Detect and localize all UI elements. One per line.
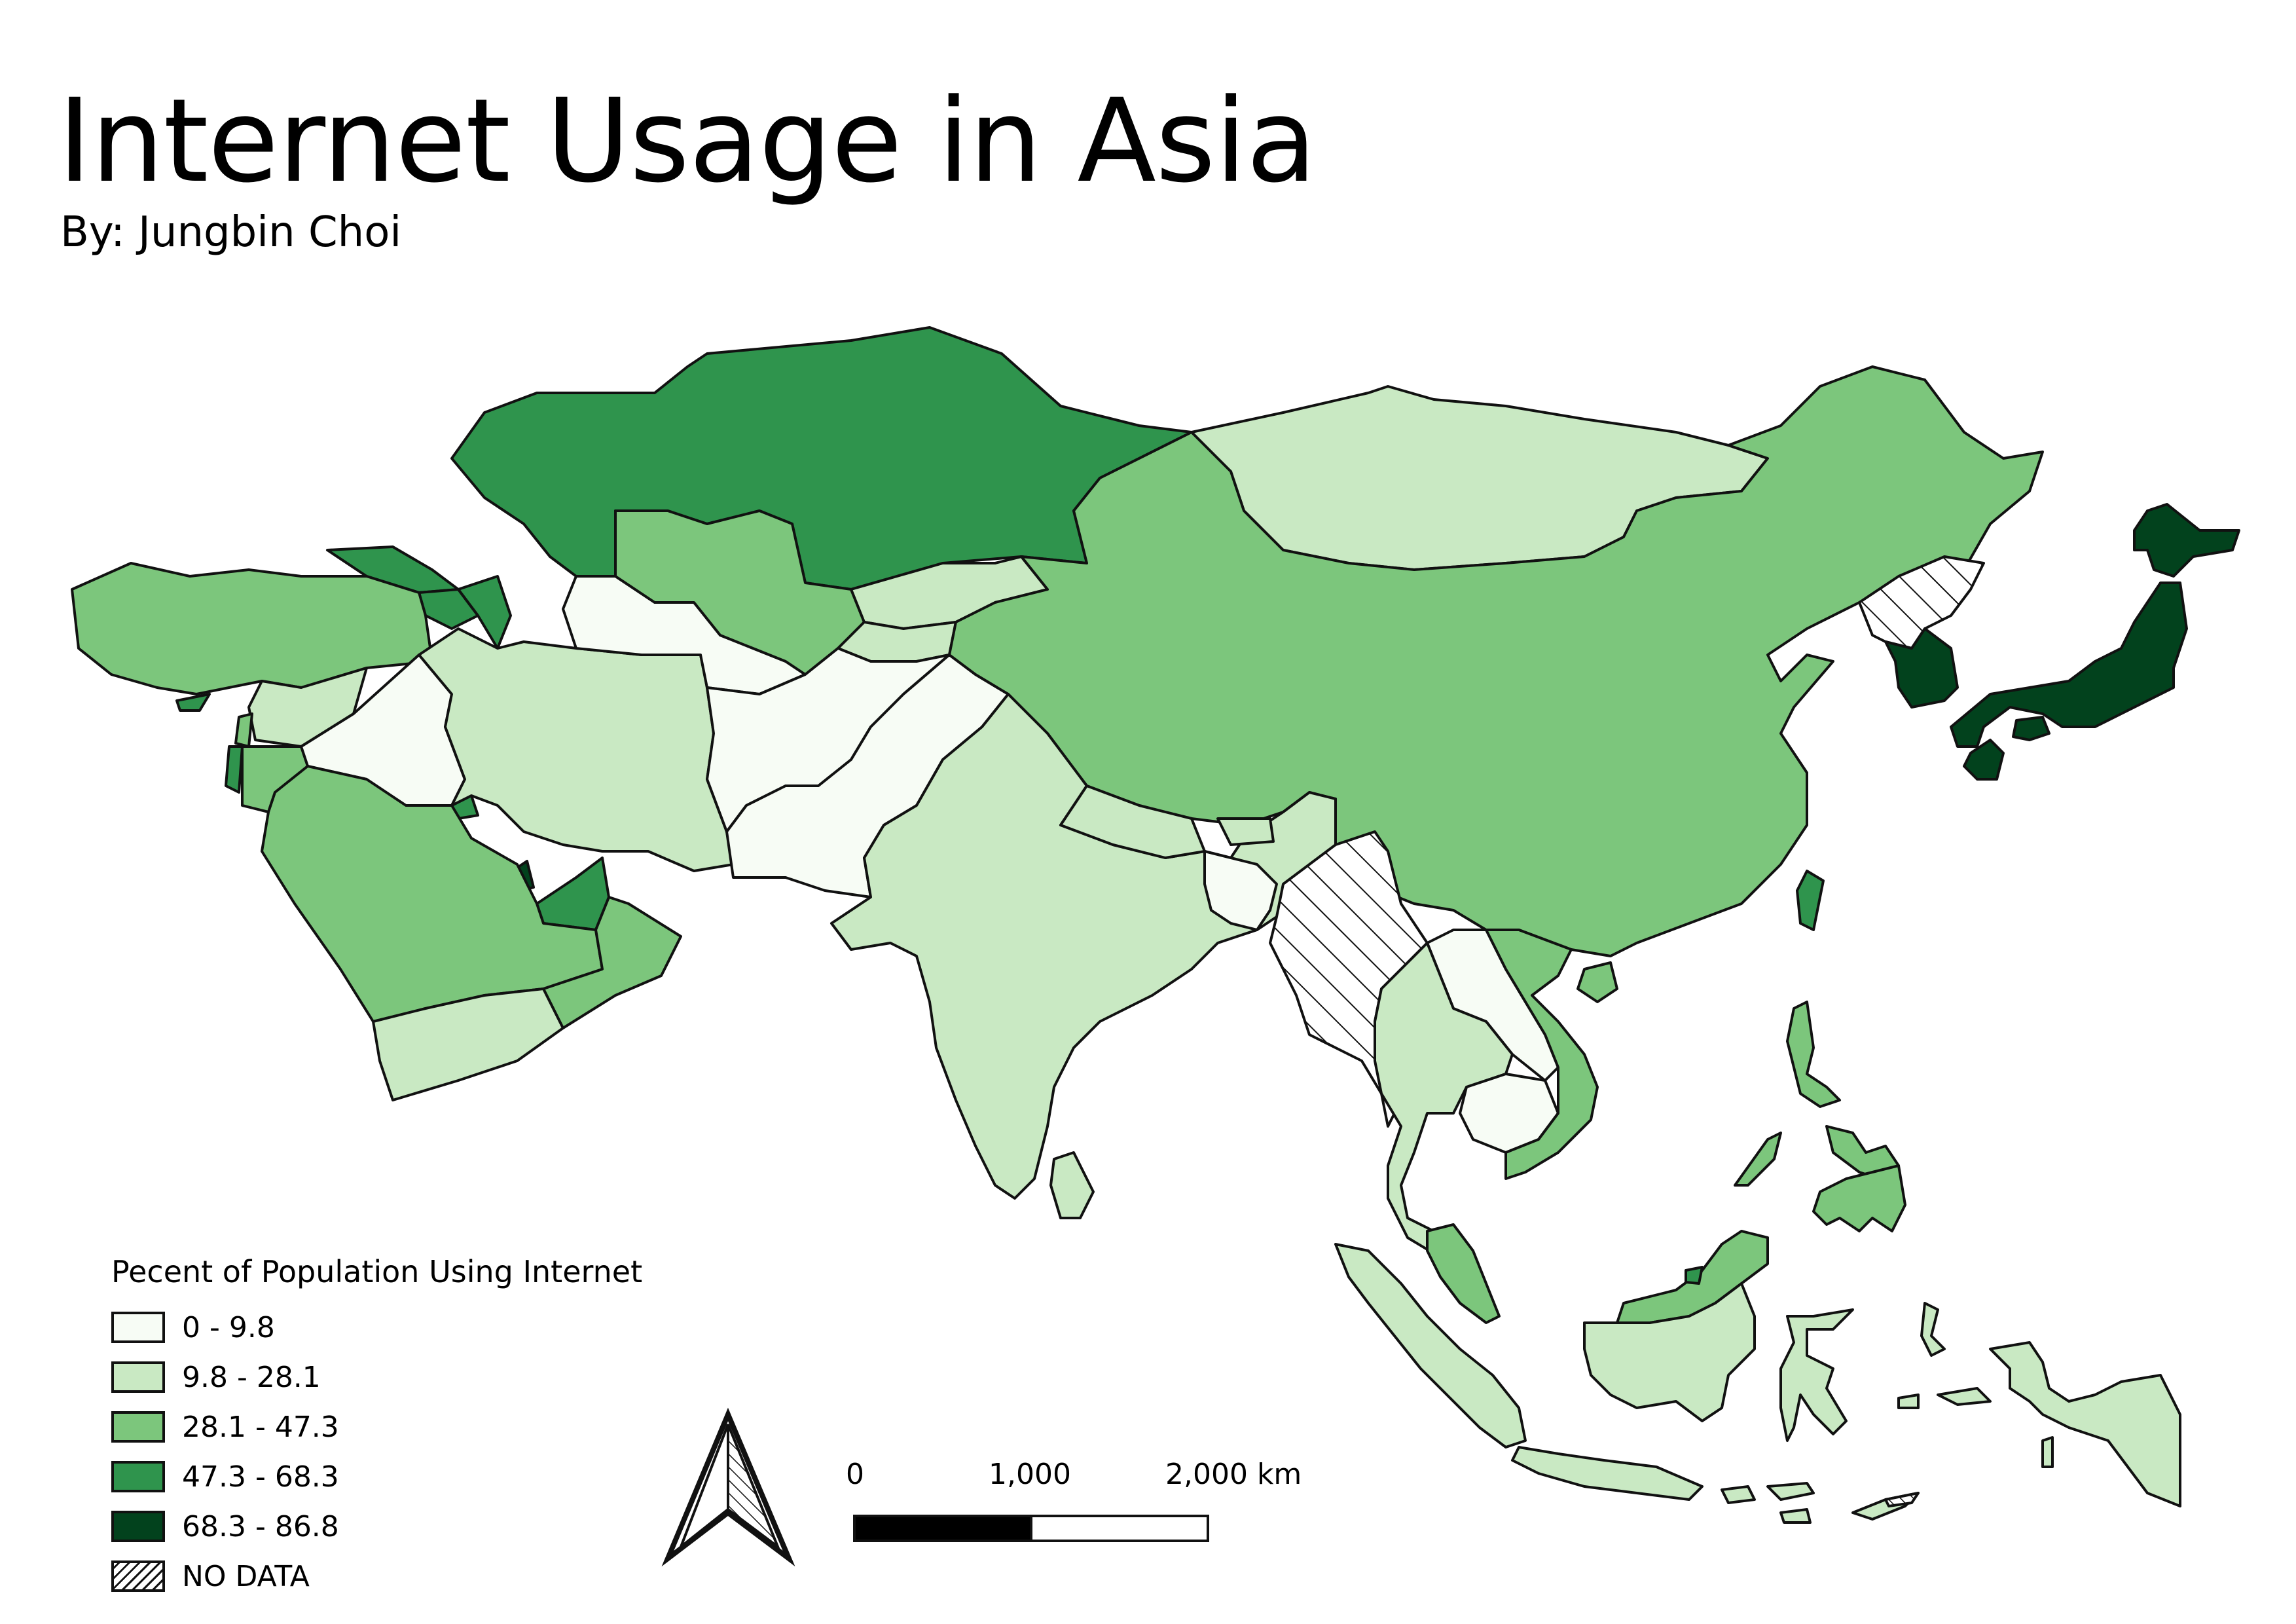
- legend-label: NO DATA: [182, 1559, 310, 1593]
- country-sri-lanka: [1049, 1151, 1095, 1219]
- country-indonesia-sumatra: [1334, 1243, 1527, 1449]
- country-indonesia-papua: [1989, 1341, 2181, 1507]
- country-bhutan: [1216, 817, 1275, 846]
- legend-swatch: [111, 1312, 165, 1343]
- country-indonesia-java: [1511, 1446, 1704, 1501]
- legend-title: Pecent of Population Using Internet: [111, 1254, 643, 1289]
- country-south-korea: [1884, 627, 1959, 709]
- country-vietnam: [1485, 929, 1599, 1180]
- legend-swatch-hatched: [111, 1560, 165, 1592]
- scale-bar-white-segment: [1030, 1515, 1209, 1542]
- scale-bar: [853, 1515, 1209, 1542]
- country-kazakhstan: [450, 326, 1193, 591]
- country-japan-honshu: [1950, 581, 2188, 748]
- legend-swatch: [111, 1461, 165, 1492]
- country-indonesia-buru: [1897, 1393, 1920, 1409]
- country-azerbaijan: [457, 575, 512, 650]
- country-japan-kyushu: [1963, 739, 2005, 781]
- map-subtitle: By: Jungbin Choi: [60, 208, 402, 257]
- country-indonesia-seram: [1937, 1387, 1992, 1406]
- country-israel: [225, 745, 244, 794]
- north-arrow-icon: [661, 1407, 795, 1567]
- legend-item: 28.1 - 47.3: [111, 1402, 642, 1452]
- scale-bar-black-segment: [853, 1515, 1032, 1542]
- country-taiwan: [1796, 870, 1825, 931]
- island-hainan: [1576, 961, 1618, 1003]
- legend-swatch: [111, 1511, 165, 1542]
- country-turkey: [71, 562, 433, 695]
- country-oman: [542, 896, 682, 1029]
- legend-label: 47.3 - 68.3: [182, 1460, 339, 1494]
- country-japan-shikoku: [2012, 716, 2050, 741]
- legend-label: 68.3 - 86.8: [182, 1509, 339, 1543]
- legend-swatch: [111, 1361, 165, 1393]
- map-title: Internet Usage in Asia: [58, 74, 1317, 208]
- country-indonesia-sumbawa: [1766, 1482, 1815, 1501]
- scale-label-2000: 2,000 km: [1165, 1458, 1302, 1491]
- legend-label: 0 - 9.8: [182, 1310, 275, 1344]
- country-brunei: [1685, 1266, 1704, 1285]
- country-malaysia-peninsula: [1426, 1223, 1501, 1324]
- scale-label-0: 0: [846, 1458, 864, 1491]
- country-saudi-arabia: [261, 765, 604, 1023]
- country-indonesia-kalimantan: [1583, 1282, 1756, 1422]
- country-philippines-luzon: [1786, 1001, 1841, 1108]
- country-philippines-palawan: [1734, 1132, 1782, 1187]
- country-uae: [536, 857, 610, 931]
- country-indonesia-sulawesi: [1779, 1308, 1854, 1442]
- country-cyprus: [175, 693, 211, 712]
- country-indonesia-sumba: [1779, 1508, 1812, 1524]
- country-indonesia-aru: [2041, 1436, 2054, 1468]
- country-timor-leste: [1884, 1492, 1920, 1507]
- legend-item: 47.3 - 68.3: [111, 1452, 642, 1502]
- country-iran: [418, 627, 735, 872]
- legend-swatch: [111, 1411, 165, 1443]
- country-japan-hokkaido: [2133, 503, 2240, 578]
- country-indonesia-halmahera: [1920, 1302, 1946, 1357]
- legend-label: 9.8 - 28.1: [182, 1360, 321, 1394]
- legend-item: 68.3 - 86.8: [111, 1502, 642, 1551]
- legend-item: 9.8 - 28.1: [111, 1352, 642, 1402]
- legend: Pecent of Population Using Internet 0 - …: [111, 1254, 642, 1601]
- legend-item: NO DATA: [111, 1551, 642, 1601]
- legend-item: 0 - 9.8: [111, 1302, 642, 1352]
- scale-label-1000: 1,000: [989, 1458, 1071, 1491]
- country-yemen: [372, 987, 564, 1101]
- country-lebanon: [234, 712, 253, 748]
- legend-label: 28.1 - 47.3: [182, 1410, 339, 1444]
- country-north-korea: [1858, 555, 1985, 650]
- country-indonesia-bali-lombok: [1721, 1485, 1756, 1504]
- country-philippines-mindanao: [1812, 1164, 1906, 1232]
- country-nepal: [1059, 784, 1206, 859]
- country-thailand: [1374, 942, 1514, 1259]
- country-bangladesh: [1203, 850, 1278, 931]
